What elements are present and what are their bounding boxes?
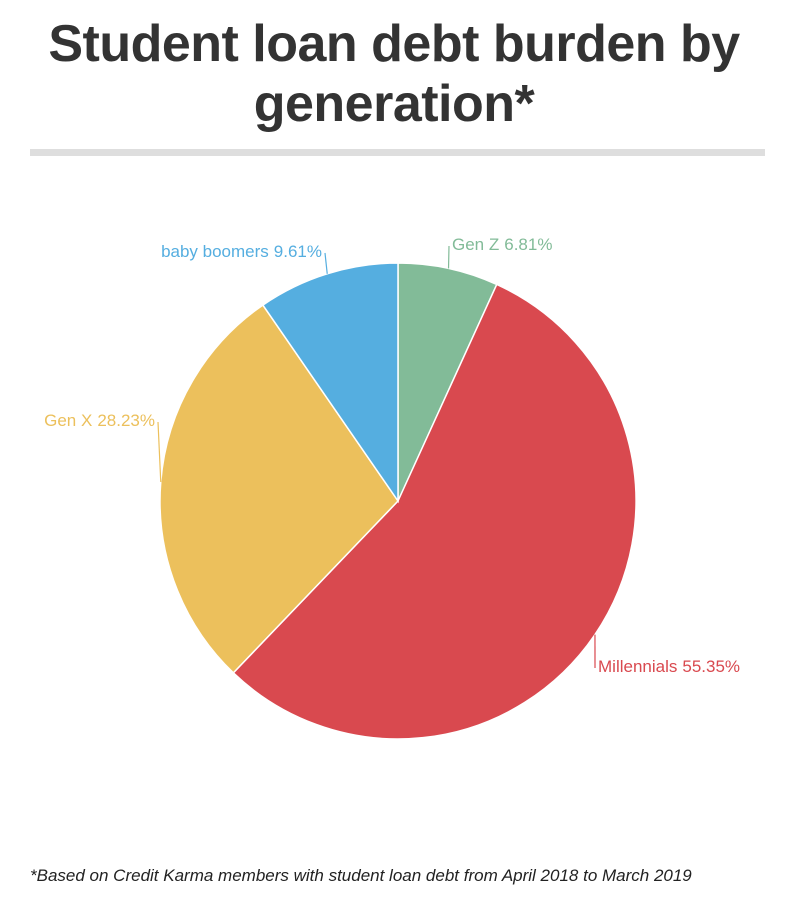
slice-label-value: 6.81% <box>504 235 552 254</box>
slice-label-name: Gen X <box>44 411 92 430</box>
slice-label: Gen X 28.23% <box>44 411 155 430</box>
chart: Gen Z 6.81% Millennials 55.35% Gen X 28.23% ba… <box>44 235 740 740</box>
footnote: *Based on Credit Karma members with stud… <box>30 866 692 885</box>
pie-slice <box>159 304 399 674</box>
slice-label: Millennials 55.35% <box>598 657 740 676</box>
slice-label-value: 55.35% <box>682 657 740 676</box>
slice-label: Gen Z 6.81% <box>452 235 552 254</box>
chart-title: Student loan debt burden by generation* <box>48 15 740 133</box>
slice-label-value: 9.61% <box>274 242 322 261</box>
slice-label-name: Gen Z <box>452 235 499 254</box>
slice-label: baby boomers 9.61% <box>161 242 322 261</box>
pie-slice <box>232 283 637 740</box>
slice-label-name: baby boomers <box>161 242 269 261</box>
leader-line <box>324 252 328 274</box>
leader-line <box>157 421 162 482</box>
slice-label-value: 28.23% <box>97 411 155 430</box>
slice-label-name: Millennials <box>598 657 677 676</box>
title-rule <box>30 149 765 156</box>
